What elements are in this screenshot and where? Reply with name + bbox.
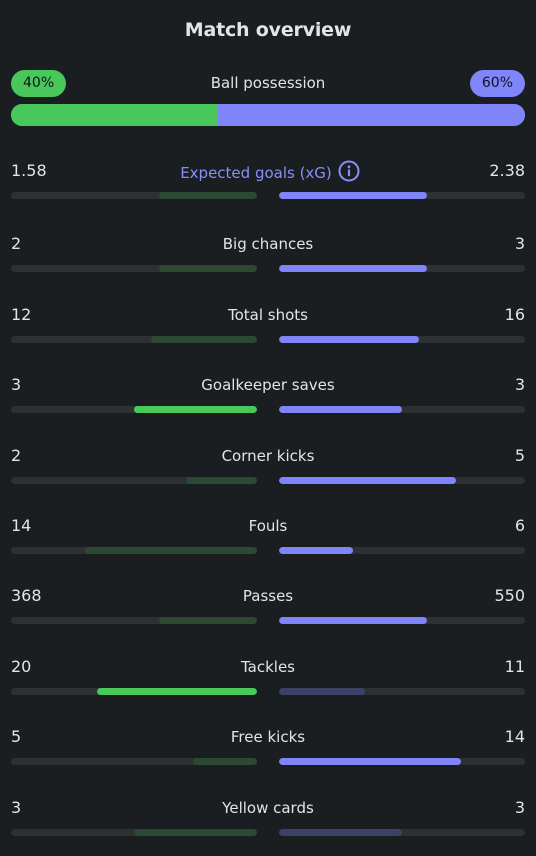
away-bar (279, 406, 525, 413)
stat-row: 2 Corner kicks 5 (11, 445, 525, 490)
stat-label: Passes (11, 585, 525, 607)
home-value: 5 (11, 727, 22, 746)
home-bar-fill (134, 829, 257, 836)
away-bar-fill (279, 406, 402, 413)
away-value: 3 (514, 234, 525, 253)
stat-label: Goalkeeper saves (11, 374, 525, 396)
stat-row: 14 Fouls 6 (11, 515, 525, 560)
possession-bar (11, 104, 525, 126)
away-bar (279, 192, 525, 199)
home-value: 2 (11, 446, 22, 465)
home-bar-fill (158, 265, 257, 272)
stat-label: Yellow cards (11, 797, 525, 819)
home-value: 20 (11, 657, 32, 676)
home-bar (11, 617, 257, 624)
stat-label-text: Total shots (228, 306, 308, 324)
stat-label-text: Free kicks (230, 728, 306, 746)
home-bar-fill (193, 758, 257, 765)
away-bar (279, 336, 525, 343)
possession-label: Ball possession (210, 74, 326, 92)
stat-label: Big chances (11, 233, 525, 255)
away-value: 2.38 (489, 161, 525, 180)
home-value: 3 (11, 798, 22, 817)
stat-label-text: Yellow cards (222, 799, 314, 817)
home-bar-fill (185, 477, 257, 484)
stat-label-text: Goalkeeper saves (201, 376, 335, 394)
home-bar-fill (158, 192, 257, 199)
home-bar (11, 192, 257, 199)
home-value: 368 (11, 586, 42, 605)
stat-row: 368 Passes 550 (11, 585, 525, 630)
away-bar-fill (279, 192, 427, 199)
home-value: 12 (11, 305, 32, 324)
home-bar-fill (97, 688, 257, 695)
stat-label-text: Fouls (248, 517, 288, 535)
away-bar (279, 688, 525, 695)
home-bar (11, 477, 257, 484)
home-bar (11, 406, 257, 413)
stat-label-text: Passes (242, 587, 294, 605)
home-bar (11, 829, 257, 836)
away-bar-fill (279, 617, 427, 624)
stat-row: 2 Big chances 3 (11, 233, 525, 278)
stat-label-text: Tackles (240, 658, 296, 676)
home-bar (11, 547, 257, 554)
away-bar (279, 829, 525, 836)
home-bar (11, 758, 257, 765)
stat-label-text: Corner kicks (221, 447, 315, 465)
home-value: 2 (11, 234, 22, 253)
away-value: 16 (504, 305, 525, 324)
stat-label: Corner kicks (11, 445, 525, 467)
possession-bar-home-fill (11, 104, 217, 126)
stat-row: 3 Yellow cards 3 (11, 797, 525, 842)
info-icon[interactable] (338, 160, 360, 182)
home-value: 3 (11, 375, 22, 394)
away-bar (279, 547, 525, 554)
away-bar-fill (279, 688, 366, 695)
away-bar (279, 477, 525, 484)
away-bar-fill (279, 547, 353, 554)
home-bar (11, 265, 257, 272)
away-value: 14 (504, 727, 525, 746)
stat-label: Fouls (11, 515, 525, 537)
stat-label-text: Expected goals (xG) (180, 164, 332, 182)
away-bar-fill (279, 829, 402, 836)
home-bar-fill (158, 617, 257, 624)
stat-label[interactable]: Expected goals (xG) (11, 160, 525, 184)
page-title: Match overview (184, 19, 352, 41)
away-value: 3 (514, 375, 525, 394)
away-value: 5 (514, 446, 525, 465)
home-bar (11, 336, 257, 343)
stat-row: 12 Total shots 16 (11, 304, 525, 349)
stat-row: 20 Tackles 11 (11, 656, 525, 701)
home-bar-fill (134, 406, 257, 413)
stat-label-text: Big chances (222, 235, 314, 253)
home-value: 1.58 (11, 161, 47, 180)
home-bar (11, 688, 257, 695)
home-bar-fill (151, 336, 257, 343)
away-bar-fill (279, 477, 457, 484)
away-bar-fill (279, 758, 462, 765)
stat-row: 1.58 Expected goals (xG) 2.38 (11, 160, 525, 205)
away-bar-fill (279, 265, 427, 272)
away-bar (279, 265, 525, 272)
away-value: 6 (514, 516, 525, 535)
away-bar-fill (279, 336, 420, 343)
away-bar (279, 617, 525, 624)
away-possession-badge: 60% (469, 70, 525, 97)
stat-label: Total shots (11, 304, 525, 326)
away-bar (279, 758, 525, 765)
stat-row: 5 Free kicks 14 (11, 726, 525, 771)
possession-bar-away-fill (216, 104, 525, 126)
away-value: 3 (514, 798, 525, 817)
home-value: 14 (11, 516, 32, 535)
away-value: 11 (504, 657, 525, 676)
stat-label: Tackles (11, 656, 525, 678)
possession-row: 40% Ball possession 60% (11, 70, 525, 97)
stat-label: Free kicks (11, 726, 525, 748)
away-value: 550 (494, 586, 525, 605)
home-bar-fill (84, 547, 257, 554)
home-possession-badge: 40% (11, 70, 67, 97)
stat-row: 3 Goalkeeper saves 3 (11, 374, 525, 419)
